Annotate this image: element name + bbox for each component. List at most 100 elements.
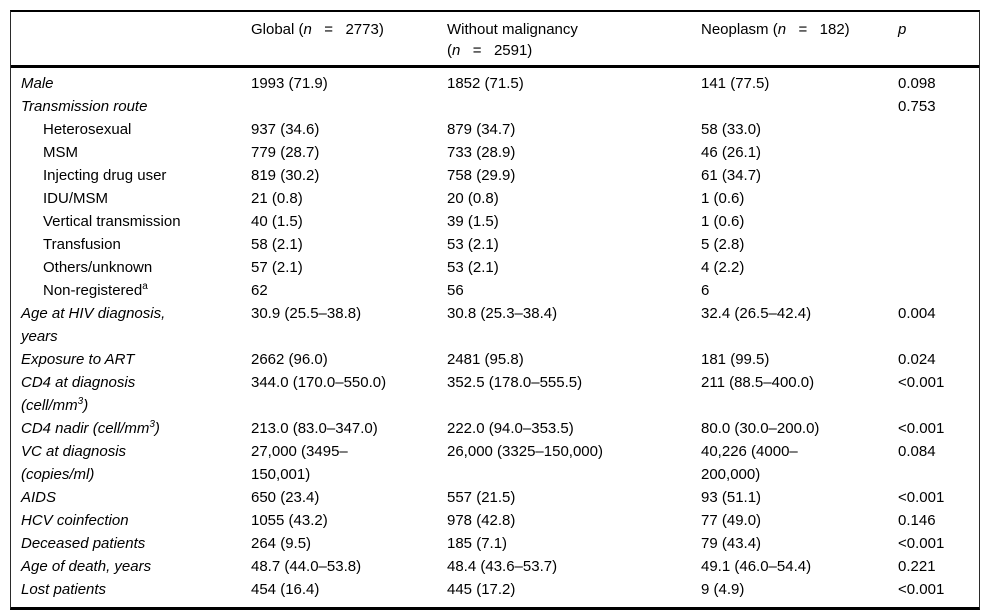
cell-p-value: 0.146 bbox=[898, 512, 936, 529]
cell-global: 21 (0.8) bbox=[251, 190, 303, 207]
header-without-count: = 2591) bbox=[460, 42, 533, 59]
table-row: Non-registereda 62 56 6 bbox=[11, 279, 979, 302]
row-label: Male bbox=[21, 75, 54, 92]
table-row: MSM 779 (28.7) 733 (28.9) 46 (26.1) bbox=[11, 141, 979, 164]
cell-without-malignancy: 53 (2.1) bbox=[447, 236, 499, 253]
cell-without-malignancy: 26,000 (3325–150,000) bbox=[447, 443, 603, 460]
cell-global: 1055 (43.2) bbox=[251, 512, 328, 529]
column-header-p-value: p bbox=[898, 21, 907, 38]
cell-global: 779 (28.7) bbox=[251, 144, 320, 161]
cell-without-malignancy: 733 (28.9) bbox=[447, 144, 516, 161]
cell-neoplasm: 58 (33.0) bbox=[701, 121, 762, 138]
table-row: VC at diagnosis (copies/ml) 27,000 (3495– 1… bbox=[11, 440, 979, 486]
table-row: Injecting drug user 819 (30.2) 758 (29.9) 6… bbox=[11, 164, 979, 187]
row-label: VC at diagnosis (copies/ml) bbox=[21, 443, 127, 483]
cell-global: 819 (30.2) bbox=[251, 167, 320, 184]
table-header: Global (n = 2773) Without malignancy (n … bbox=[11, 12, 979, 68]
cell-without-malignancy: 48.4 (43.6–53.7) bbox=[447, 558, 558, 575]
table-row: CD4 nadir (cell/mm3) 213.0 (83.0–347.0) 22… bbox=[11, 417, 979, 440]
cell-neoplasm: 211 (88.5–400.0) bbox=[701, 374, 815, 391]
cell-without-malignancy: 185 (7.1) bbox=[447, 535, 508, 552]
cell-without-malignancy: 39 (1.5) bbox=[447, 213, 499, 230]
cell-without-malignancy: 222.0 (94.0–353.5) bbox=[447, 420, 574, 437]
cell-neoplasm: 40,226 (4000– 200,000) bbox=[701, 443, 798, 483]
cell-without-malignancy: 557 (21.5) bbox=[447, 489, 516, 506]
table-row: Heterosexual 937 (34.6) 879 (34.7) 58 (33.0… bbox=[11, 118, 979, 141]
row-label: CD4 nadir (cell/mm3) bbox=[21, 419, 160, 438]
row-label: Lost patients bbox=[21, 581, 107, 598]
row-label: Injecting drug user bbox=[43, 167, 167, 184]
cell-p-value: <0.001 bbox=[898, 581, 945, 598]
cell-p-value: 0.098 bbox=[898, 75, 936, 92]
table-row: Transmission route 0.753 bbox=[11, 95, 979, 118]
cell-neoplasm: 1 (0.6) bbox=[701, 213, 745, 230]
cell-p-value: 0.084 bbox=[898, 443, 936, 460]
cell-without-malignancy: 56 bbox=[447, 282, 464, 299]
cell-neoplasm: 5 (2.8) bbox=[701, 236, 745, 253]
row-label: MSM bbox=[43, 144, 78, 161]
cell-p-value: 0.221 bbox=[898, 558, 936, 575]
header-global-text: Global ( bbox=[251, 21, 304, 38]
cell-neoplasm: 77 (49.0) bbox=[701, 512, 762, 529]
header-without-line1: Without malignancy bbox=[447, 21, 578, 38]
cell-p-value: <0.001 bbox=[898, 420, 945, 437]
cell-neoplasm: 46 (26.1) bbox=[701, 144, 762, 161]
cell-global: 30.9 (25.5–38.8) bbox=[251, 305, 362, 322]
cell-without-malignancy: 30.8 (25.3–38.4) bbox=[447, 305, 558, 322]
cell-global: 1993 (71.9) bbox=[251, 75, 328, 92]
comparison-table: Global (n = 2773) Without malignancy (n … bbox=[10, 10, 980, 610]
header-without-line2: (n = 2591) bbox=[447, 42, 533, 59]
row-label: Deceased patients bbox=[21, 535, 146, 552]
cell-global: 650 (23.4) bbox=[251, 489, 320, 506]
row-label: HCV coinfection bbox=[21, 512, 129, 529]
table-row: Vertical transmission 40 (1.5) 39 (1.5) 1 (… bbox=[11, 210, 979, 233]
cell-without-malignancy: 53 (2.1) bbox=[447, 259, 499, 276]
table-row: Transfusion 58 (2.1) 53 (2.1) 5 (2.8) bbox=[11, 233, 979, 256]
cell-p-value: 0.753 bbox=[898, 98, 936, 115]
table-row: AIDS 650 (23.4) 557 (21.5) 93 (51.1) <0.001 bbox=[11, 486, 979, 509]
cell-neoplasm: 6 bbox=[701, 282, 710, 299]
cell-neoplasm: 181 (99.5) bbox=[701, 351, 770, 368]
cell-p-value: 0.024 bbox=[898, 351, 936, 368]
cell-neoplasm: 49.1 (46.0–54.4) bbox=[701, 558, 812, 575]
cell-global: 344.0 (170.0–550.0) bbox=[251, 374, 387, 391]
cell-p-value: 0.004 bbox=[898, 305, 936, 322]
cell-without-malignancy: 20 (0.8) bbox=[447, 190, 499, 207]
cell-global: 40 (1.5) bbox=[251, 213, 303, 230]
superscript-marker: 3 bbox=[149, 419, 155, 430]
cell-global: 62 bbox=[251, 282, 268, 299]
cell-without-malignancy: 445 (17.2) bbox=[447, 581, 516, 598]
cell-neoplasm: 4 (2.2) bbox=[701, 259, 745, 276]
row-label: Transfusion bbox=[43, 236, 121, 253]
header-global-n: n bbox=[303, 21, 312, 38]
row-label: Transmission route bbox=[21, 98, 148, 115]
cell-without-malignancy: 2481 (95.8) bbox=[447, 351, 524, 368]
column-header-without-malignancy: Without malignancy (n = 2591) bbox=[447, 19, 701, 61]
cell-global: 58 (2.1) bbox=[251, 236, 303, 253]
cell-neoplasm: 32.4 (26.5–42.4) bbox=[701, 305, 812, 322]
cell-neoplasm: 1 (0.6) bbox=[701, 190, 745, 207]
cell-neoplasm: 80.0 (30.0–200.0) bbox=[701, 420, 820, 437]
cell-p-value: <0.001 bbox=[898, 535, 945, 552]
header-global-count: = 2773) bbox=[311, 21, 384, 38]
header-without-n: n bbox=[452, 42, 461, 59]
cell-without-malignancy: 352.5 (178.0–555.5) bbox=[447, 374, 583, 391]
cell-global: 264 (9.5) bbox=[251, 535, 312, 552]
cell-without-malignancy: 758 (29.9) bbox=[447, 167, 516, 184]
column-header-global: Global (n = 2773) bbox=[251, 19, 447, 40]
table-row: HCV coinfection 1055 (43.2) 978 (42.8) 77 (… bbox=[11, 509, 979, 532]
cell-global: 57 (2.1) bbox=[251, 259, 303, 276]
column-header-neoplasm: Neoplasm (n = 182) bbox=[701, 19, 898, 40]
row-label: Non-registereda bbox=[43, 281, 148, 300]
table-row: Deceased patients 264 (9.5) 185 (7.1) 79 (4… bbox=[11, 532, 979, 555]
cell-neoplasm: 79 (43.4) bbox=[701, 535, 762, 552]
cell-without-malignancy: 1852 (71.5) bbox=[447, 75, 524, 92]
row-label: Vertical transmission bbox=[43, 213, 181, 230]
row-label: Age at HIV diagnosis, years bbox=[21, 305, 166, 345]
superscript-marker: 3 bbox=[77, 396, 84, 407]
row-label: CD4 at diagnosis (cell/mm3) bbox=[21, 374, 136, 414]
cell-global: 48.7 (44.0–53.8) bbox=[251, 558, 362, 575]
row-label: Age of death, years bbox=[21, 558, 152, 575]
cell-global: 27,000 (3495– 150,001) bbox=[251, 443, 348, 483]
row-label: Heterosexual bbox=[43, 121, 132, 138]
